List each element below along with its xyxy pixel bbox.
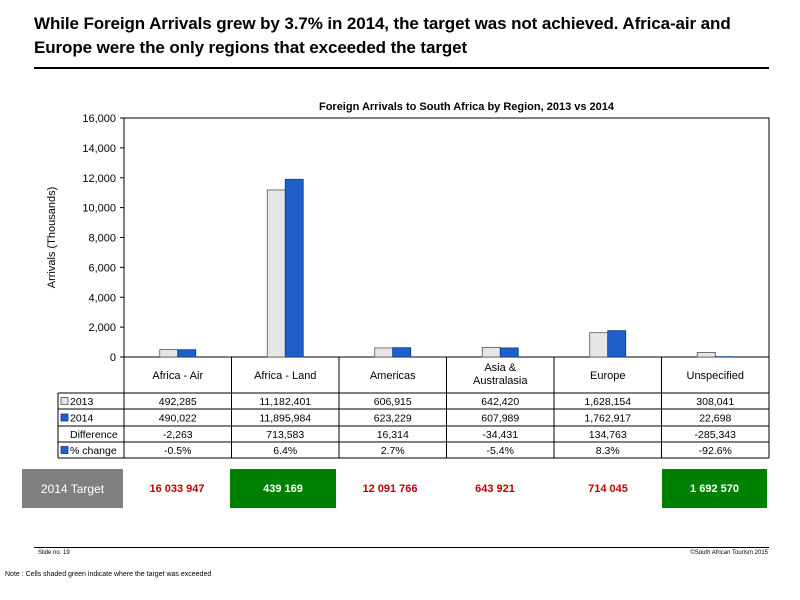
table-cell: 2.7% [381, 445, 405, 457]
chart-title: Foreign Arrivals to South Africa by Regi… [319, 101, 615, 113]
table-cell: 1,762,917 [584, 413, 631, 425]
table-cell: -2,263 [163, 429, 193, 441]
bar-2013 [266, 189, 286, 358]
row-label: 2014 [70, 413, 94, 425]
table-cell: 22,698 [699, 413, 731, 425]
y-tick-label: 14,000 [82, 143, 116, 155]
target-americas: 12 091 766 [362, 482, 418, 495]
legend-marker-2014 [60, 413, 69, 422]
y-tick-label: 10,000 [82, 203, 116, 215]
category-label: Africa - Land [254, 370, 316, 382]
table-cell: 642,420 [481, 396, 519, 408]
table-cell: 8.3% [596, 445, 620, 457]
table-cell: 11,182,401 [259, 396, 311, 408]
bar-2014 [177, 349, 197, 358]
y-tick-label: 12,000 [82, 173, 116, 185]
legend-marker-2013 [60, 397, 69, 405]
table-cell: 11,895,984 [259, 413, 311, 425]
footnote: Note : Cells shaded green indicate where… [5, 571, 212, 578]
table-cell: -34,431 [482, 429, 518, 441]
slide-number: Slide no. 19 [38, 550, 70, 556]
table-cell: 1,628,154 [584, 396, 631, 408]
y-tick-label: 16,000 [82, 113, 116, 125]
table-cell: 6.4% [273, 445, 297, 457]
footer-divider [34, 547, 769, 548]
copyright: ©South African Tourism 2015 [690, 550, 768, 556]
table-cell: -285,343 [695, 429, 737, 441]
bar-2013 [481, 347, 501, 358]
y-tick-label: 8,000 [88, 233, 116, 245]
table-cell: 308,041 [696, 396, 734, 408]
table-cell: 134,763 [589, 429, 627, 441]
legend-marker-2014 [60, 446, 69, 454]
table-cell: 623,229 [374, 413, 412, 425]
category-label: Australasia [473, 375, 528, 387]
category-label: Asia & [484, 362, 516, 374]
table-cell: 606,915 [374, 396, 412, 408]
bar-chart: Foreign Arrivals to South Africa by Regi… [46, 101, 770, 459]
plot-area [123, 117, 770, 358]
top-divider [34, 67, 769, 69]
bar-2014 [284, 178, 304, 358]
bar-2013 [696, 351, 716, 358]
table-cell: -92.6% [699, 445, 732, 457]
bar-2013 [159, 349, 179, 358]
category-label: Americas [370, 370, 416, 382]
table-cell: 16,314 [377, 429, 409, 441]
y-tick-label: 6,000 [88, 262, 116, 274]
y-axis-label: Arrivals (Thousands) [46, 187, 58, 288]
target-asia-australasia: 643 921 [475, 482, 515, 495]
row-label: 2013 [70, 396, 94, 408]
target-africa-land: 439 169 [230, 469, 336, 508]
table-cell: 490,022 [159, 413, 197, 425]
target-label: 2014 Target [22, 469, 123, 508]
row-label: Difference [70, 429, 118, 441]
bar-2014 [499, 347, 519, 358]
table-cell: 713,583 [266, 429, 304, 441]
y-tick-label: 2,000 [88, 322, 116, 334]
target-africa-air: 16 033 947 [149, 482, 205, 495]
bar-2013 [374, 347, 394, 358]
table-cell: -5.4% [487, 445, 514, 457]
bar-2014 [607, 330, 627, 358]
table-cell: 492,285 [159, 396, 197, 408]
target-unspecified: 1 692 570 [662, 469, 767, 508]
y-tick-label: 4,000 [88, 292, 116, 304]
category-label: Africa - Air [152, 370, 203, 382]
category-label: Unspecified [687, 370, 744, 382]
headline: While Foreign Arrivals grew by 3.7% in 2… [34, 14, 731, 57]
y-tick-label: 0 [110, 352, 116, 364]
row-label: % change [70, 445, 117, 457]
bar-2014 [392, 347, 412, 358]
target-europe: 714 045 [588, 482, 628, 495]
bar-2013 [589, 332, 609, 358]
table-cell: 607,989 [481, 413, 519, 425]
category-label: Europe [590, 370, 625, 382]
table-cell: -0.5% [164, 445, 191, 457]
